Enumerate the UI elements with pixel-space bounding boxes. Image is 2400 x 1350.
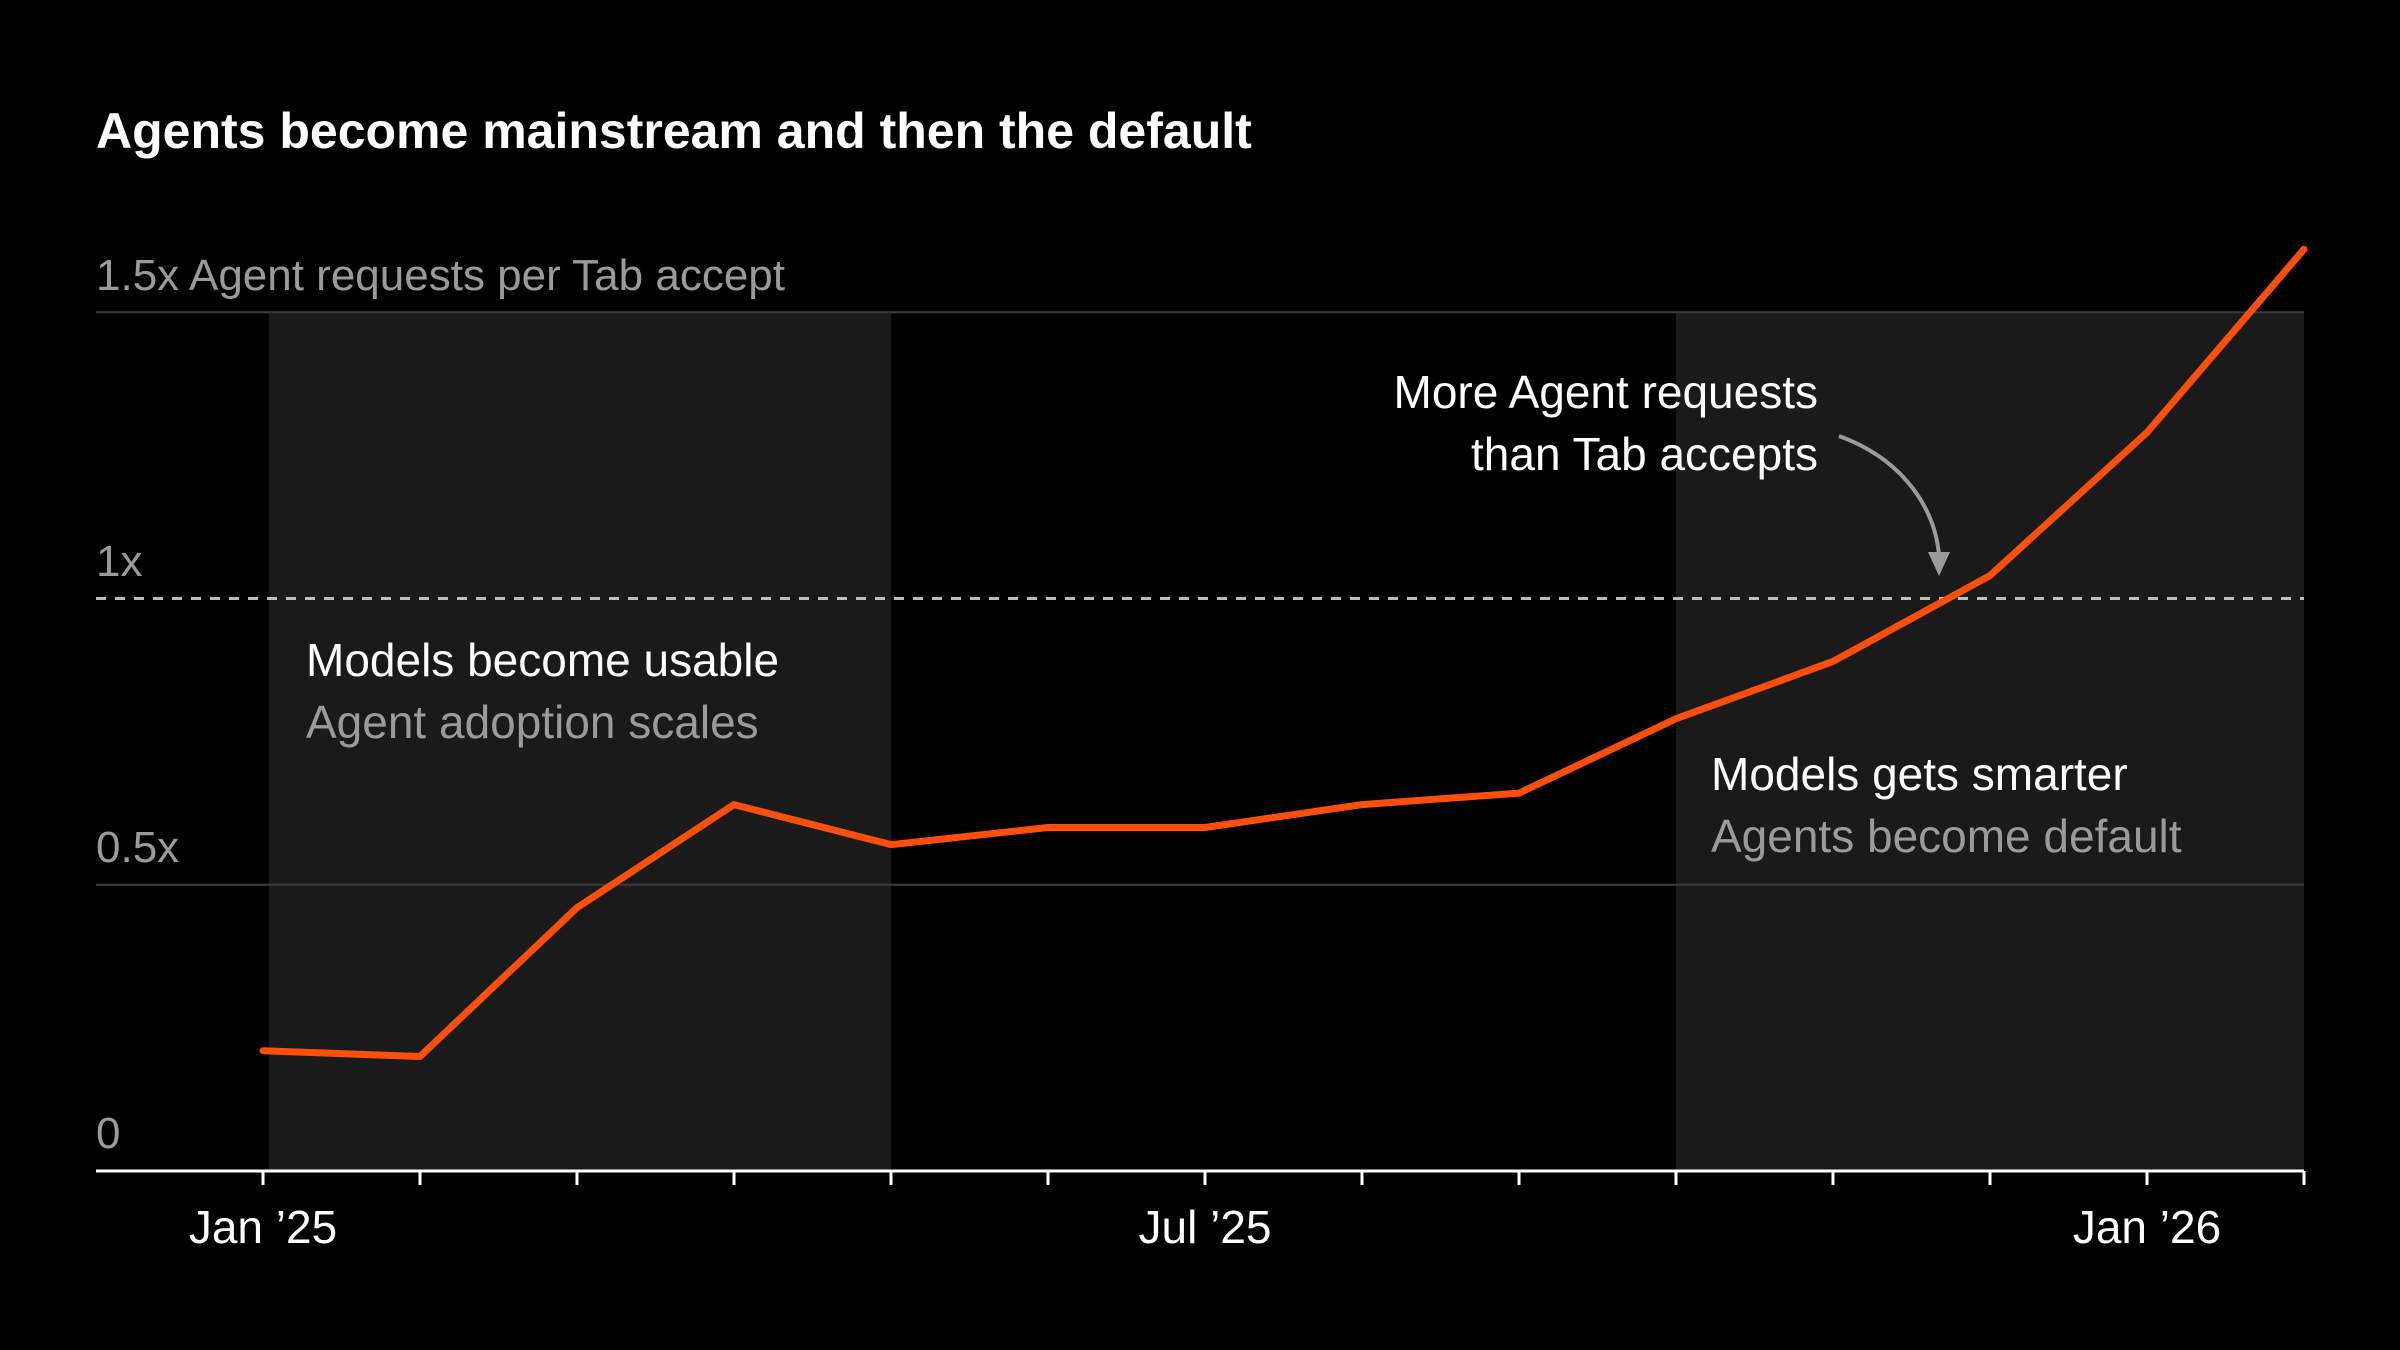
- y-tick-label-1.5: 1.5x Agent requests per Tab accept: [96, 251, 785, 300]
- x-tick-label: Jul ’25: [1139, 1201, 1272, 1253]
- series-line: [259, 245, 2308, 1060]
- chart-title: Agents become mainstream and then the de…: [96, 103, 1252, 159]
- period-1-subtitle: Agent adoption scales: [306, 696, 759, 748]
- annotation-arrowhead-icon: [1928, 552, 1950, 576]
- annotation-line-1: More Agent requests: [1394, 366, 1818, 418]
- shaded-period-2: [1676, 312, 2304, 1171]
- y-tick-label-0.5: 0.5x: [96, 823, 179, 872]
- period-2-title: Models gets smarter: [1711, 748, 2128, 800]
- annotation-line-2: than Tab accepts: [1471, 428, 1818, 480]
- y-tick-label-0: 0: [96, 1109, 120, 1158]
- period-2-subtitle: Agents become default: [1711, 810, 2182, 862]
- y-tick-label-1: 1x: [96, 537, 142, 586]
- y-axis-label: Agent requests per Tab accept: [189, 251, 785, 300]
- annotation-arrow: [1838, 434, 1941, 556]
- x-tick-label: Jan ’25: [189, 1201, 337, 1253]
- shaded-period-1: [269, 312, 891, 1171]
- x-tick-label: Jan ’26: [2073, 1201, 2221, 1253]
- period-1-title: Models become usable: [306, 634, 779, 686]
